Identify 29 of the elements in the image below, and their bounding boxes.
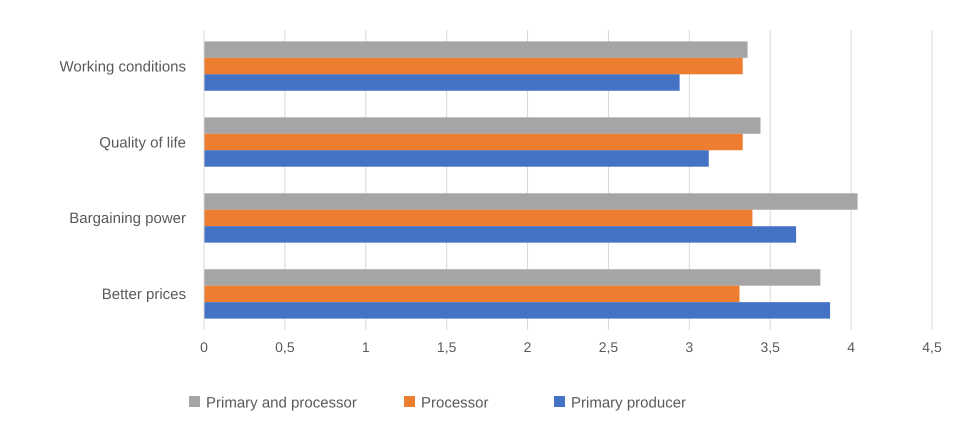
- bar: [204, 226, 796, 243]
- x-tick-label: 1,5: [436, 339, 457, 355]
- y-tick-label: Working conditions: [60, 58, 186, 76]
- bar: [204, 134, 743, 150]
- bar: [204, 269, 820, 286]
- y-tick-label: Quality of life: [99, 134, 186, 152]
- y-tick-label: Better prices: [102, 286, 186, 304]
- bar: [204, 302, 830, 319]
- x-tick-label: 0: [200, 339, 208, 355]
- x-tick-label: 3,5: [760, 339, 780, 355]
- legend-label: Primary producer: [571, 394, 686, 412]
- x-tick-label: 3: [685, 339, 694, 355]
- x-tick-label: 2,5: [598, 339, 618, 355]
- bar: [204, 286, 740, 302]
- x-tick-label: 4,5: [922, 339, 942, 355]
- x-tick-label: 2: [524, 339, 532, 355]
- bar: [204, 150, 709, 167]
- bar: [204, 41, 748, 58]
- bar: [204, 193, 858, 210]
- bar: [204, 74, 680, 91]
- x-tick-label: 0,5: [275, 339, 295, 355]
- x-tick-label: 1: [362, 339, 370, 355]
- legend-label: Primary and processor: [206, 394, 357, 412]
- y-tick-label: Bargaining power: [69, 210, 186, 228]
- legend-label: Processor: [421, 394, 489, 412]
- bar: [204, 210, 752, 226]
- bar: [204, 117, 761, 134]
- bar: [204, 58, 743, 74]
- x-tick-label: 4: [847, 339, 856, 355]
